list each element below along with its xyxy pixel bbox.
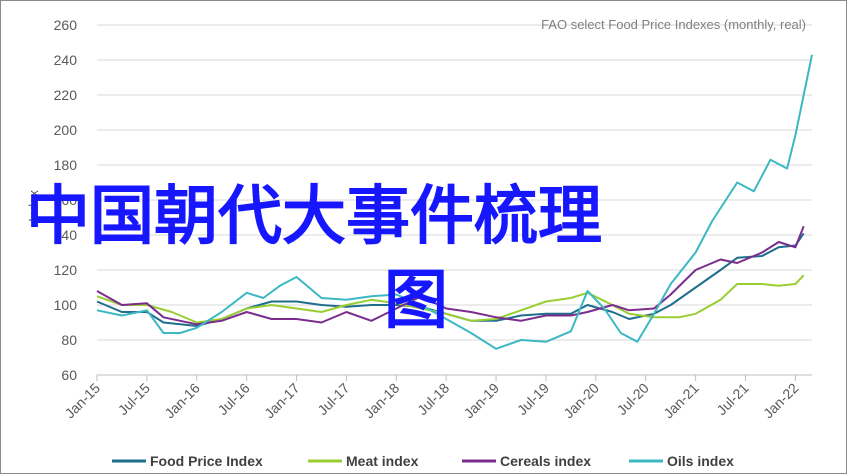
y-tick-label: 80 [61, 332, 77, 348]
y-tick-label: 120 [54, 262, 78, 278]
x-tick-label: Jan-22 [760, 380, 802, 422]
y-tick-label: 160 [54, 192, 78, 208]
y-tick-label: 140 [54, 227, 78, 243]
x-tick-label: Jan-21 [660, 380, 702, 422]
y-tick-label: 100 [54, 297, 78, 313]
x-tick-label: Jan-15 [62, 380, 104, 422]
y-axis: 60 80 100 120 140 160 180 200 220 240 260 [54, 17, 78, 383]
x-tick-label: Jan-19 [461, 380, 503, 422]
y-tick-label: 200 [54, 122, 78, 138]
legend-label-cereals-index: Cereals index [500, 453, 591, 469]
legend-label-food-price-index: Food Price Index [150, 453, 263, 469]
y-tick-label: 220 [54, 87, 78, 103]
y-tick-label: 180 [54, 157, 78, 173]
x-tick-label: Jan-17 [261, 380, 303, 422]
x-tick-label: Jul-19 [514, 380, 552, 418]
series-line-cereals-index [96, 225, 805, 326]
x-tick-label: Jan-20 [560, 380, 602, 422]
y-axis-label: Index [26, 190, 41, 222]
x-tick-label: Jul-20 [614, 380, 652, 418]
series-lines [96, 54, 813, 350]
legend-label-oils-index: Oils index [667, 453, 734, 469]
x-tick-label: Jul-17 [314, 380, 352, 418]
y-tick-label: 60 [61, 367, 77, 383]
legend: Food Price Index Meat index Cereals index O… [112, 453, 734, 469]
x-tick-label: Jul-21 [713, 380, 751, 418]
x-tick-label: Jan-18 [361, 380, 403, 422]
overlay-title-line1: 中国朝代大事件梳理 [26, 180, 602, 254]
y-tick-label: 260 [54, 17, 78, 33]
legend-label-meat-index: Meat index [346, 453, 419, 469]
x-tick-label: Jan-16 [161, 380, 203, 422]
x-tick-label: Jul-15 [115, 380, 153, 418]
series-line-meat-index [96, 274, 805, 324]
chart-subtitle: FAO select Food Price Indexes (monthly, … [541, 17, 806, 32]
y-tick-label: 240 [54, 52, 78, 68]
x-tick-label: Jul-18 [414, 380, 452, 418]
x-tick-label: Jul-16 [214, 380, 252, 418]
series-line-oils-index [96, 54, 813, 350]
overlay-text: 中国朝代大事件梳理 图 [26, 180, 602, 338]
overlay-title-line2: 图 [384, 264, 448, 338]
x-axis: Jan-15 Jul-15 Jan-16 Jul-16 Jan-17 Jul-17 Jan-… [62, 374, 812, 422]
